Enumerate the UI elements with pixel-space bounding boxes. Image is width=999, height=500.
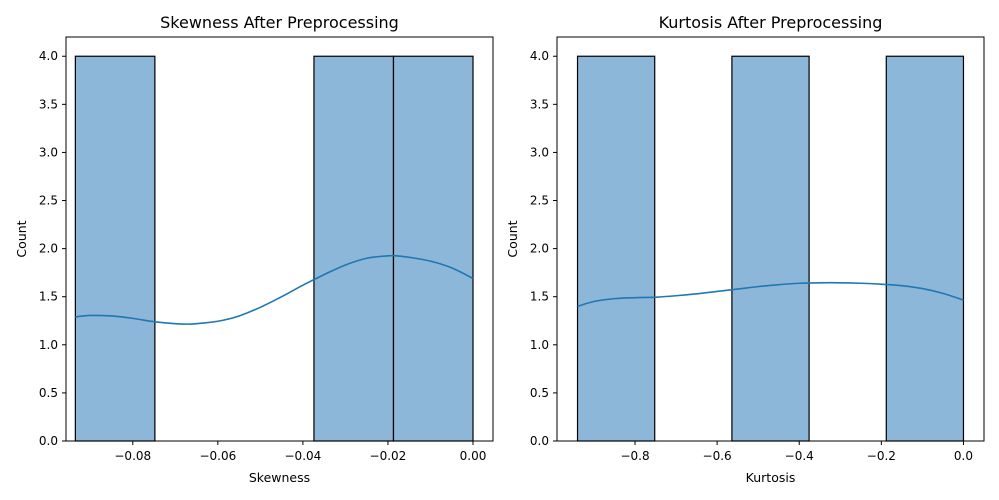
kurtosis-y-tick-label: 4.0	[530, 49, 549, 63]
skewness-y-tick-label: 0.0	[39, 434, 58, 448]
skewness-x-tick-label: −0.04	[285, 449, 322, 463]
kurtosis-x-axis-label: Kurtosis	[746, 470, 796, 485]
kurtosis-x-tick-label: −0.8	[620, 449, 649, 463]
skewness-y-axis-label: Count	[14, 220, 29, 257]
skewness-x-axis-label: Skewness	[249, 470, 310, 485]
kurtosis-axes-frame	[556, 36, 985, 442]
kurtosis-x-tick-label: 0.0	[954, 449, 973, 463]
skewness-y-tick-label: 2.0	[39, 242, 58, 256]
kurtosis-x-tick-label: −0.6	[703, 449, 732, 463]
skewness-y-tick-label: 4.0	[39, 49, 58, 63]
skewness-y-tick-label: 1.5	[39, 290, 58, 304]
kurtosis-histogram-bar	[576, 55, 656, 442]
kurtosis-y-tick-label: 2.0	[530, 242, 549, 256]
skewness-axes-frame	[65, 36, 494, 442]
kurtosis-plot-area: −0.8 −0.6 −0.4 −0.2 0.0 0.0 0.5 1.0 1.5 2.0 2.5 3.0…	[530, 36, 985, 463]
kurtosis-x-tick-label: −0.2	[867, 449, 896, 463]
skewness-y-tick-label: 0.5	[39, 386, 58, 400]
kurtosis-histogram-bar	[731, 55, 810, 442]
kurtosis-y-axis-label: Count	[505, 220, 520, 257]
skewness-x-tick-label: −0.06	[199, 449, 236, 463]
kurtosis-y-tick-label: 3.0	[530, 145, 549, 159]
kurtosis-y-tick-label: 3.5	[530, 97, 549, 111]
kurtosis-y-tick-label: 1.5	[530, 290, 549, 304]
kurtosis-y-tick-label: 0.5	[530, 386, 549, 400]
kurtosis-kde-line	[577, 281, 964, 308]
kurtosis-x-tick-label: −0.4	[785, 449, 814, 463]
kurtosis-histogram-bar	[885, 55, 965, 442]
skewness-x-tick-label: −0.08	[114, 449, 151, 463]
skewness-x-tick-label: 0.00	[460, 449, 487, 463]
skewness-histogram-bar	[74, 55, 156, 442]
kurtosis-y-tick-label: 0.0	[530, 434, 549, 448]
skewness-histogram-bar	[392, 55, 474, 442]
skewness-chart-title: Skewness After Preprocessing	[160, 13, 399, 32]
skewness-y-tick-label: 3.5	[39, 97, 58, 111]
skewness-plot-area: −0.08 −0.06 −0.04 −0.02 0.00 0.0 0.5 1.0 1.5 2.0 2…	[39, 36, 494, 463]
skewness-kde-line	[75, 254, 474, 325]
kurtosis-y-tick-label: 1.0	[530, 338, 549, 352]
skewness-y-tick-label: 3.0	[39, 145, 58, 159]
skewness-y-tick-label: 2.5	[39, 194, 58, 208]
skewness-x-tick-label: −0.02	[370, 449, 407, 463]
kurtosis-panel: Kurtosis After Preprocessing −0.8 −0.6 −0.…	[505, 13, 985, 485]
kurtosis-chart-title: Kurtosis After Preprocessing	[659, 13, 883, 32]
skewness-y-tick-label: 1.0	[39, 338, 58, 352]
skewness-histogram-bar	[313, 55, 395, 442]
kurtosis-y-tick-label: 2.5	[530, 194, 549, 208]
skewness-panel: Skewness After Preprocessing −0.08 −0.06−…	[14, 13, 494, 485]
